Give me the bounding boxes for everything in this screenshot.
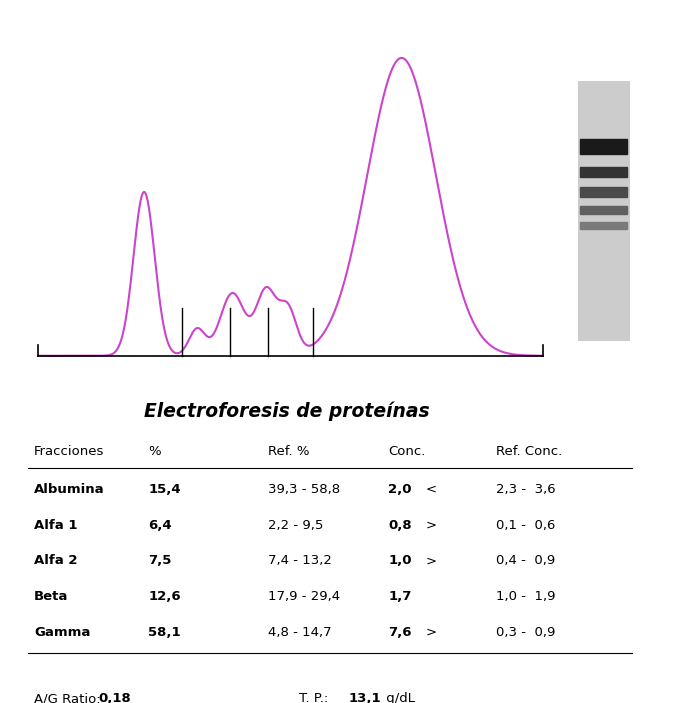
Text: 58,1: 58,1 <box>148 626 181 638</box>
Text: >: > <box>426 626 436 638</box>
Text: 4,8 - 14,7: 4,8 - 14,7 <box>268 626 332 638</box>
Text: Gamma: Gamma <box>34 626 90 638</box>
Text: g/dL: g/dL <box>382 692 415 703</box>
Text: 17,9 - 29,4: 17,9 - 29,4 <box>268 590 340 603</box>
Text: Alfa 1: Alfa 1 <box>34 519 78 531</box>
Text: 0,1 -  0,6: 0,1 - 0,6 <box>496 519 556 531</box>
Bar <box>580 206 627 214</box>
Text: 0,4 -  0,9: 0,4 - 0,9 <box>496 554 555 567</box>
Text: 0,8: 0,8 <box>389 519 412 531</box>
Text: Electroforesis de proteínas: Electroforesis de proteínas <box>144 401 430 420</box>
Bar <box>580 167 627 177</box>
Text: 39,3 - 58,8: 39,3 - 58,8 <box>268 483 340 496</box>
Text: Ref. Conc.: Ref. Conc. <box>496 445 562 458</box>
Text: <: < <box>426 483 436 496</box>
Text: Albumina: Albumina <box>34 483 105 496</box>
Bar <box>580 188 627 197</box>
Text: 1,0 -  1,9: 1,0 - 1,9 <box>496 590 556 603</box>
Text: Beta: Beta <box>34 590 69 603</box>
Text: T. P.:: T. P.: <box>299 692 332 703</box>
Text: Ref. %: Ref. % <box>268 445 309 458</box>
Text: 2,3 -  3,6: 2,3 - 3,6 <box>496 483 556 496</box>
Text: A/G Ratio:: A/G Ratio: <box>34 692 105 703</box>
Text: 2,2 - 9,5: 2,2 - 9,5 <box>268 519 323 531</box>
Text: 0,18: 0,18 <box>99 692 132 703</box>
Text: 13,1: 13,1 <box>349 692 381 703</box>
Text: Conc.: Conc. <box>389 445 426 458</box>
Text: 15,4: 15,4 <box>148 483 181 496</box>
Text: 7,5: 7,5 <box>148 554 172 567</box>
Text: >: > <box>426 554 436 567</box>
Text: %: % <box>148 445 161 458</box>
Bar <box>580 139 627 154</box>
Text: 1,0: 1,0 <box>389 554 412 567</box>
Text: 6,4: 6,4 <box>148 519 172 531</box>
Text: 7,4 - 13,2: 7,4 - 13,2 <box>268 554 332 567</box>
Text: 0,3 -  0,9: 0,3 - 0,9 <box>496 626 556 638</box>
Text: 7,6: 7,6 <box>389 626 412 638</box>
Text: Alfa 2: Alfa 2 <box>34 554 78 567</box>
Text: 12,6: 12,6 <box>148 590 181 603</box>
Bar <box>580 222 627 229</box>
Text: 2,0: 2,0 <box>389 483 412 496</box>
Text: 1,7: 1,7 <box>389 590 412 603</box>
Text: >: > <box>426 519 436 531</box>
Text: Fracciones: Fracciones <box>34 445 104 458</box>
